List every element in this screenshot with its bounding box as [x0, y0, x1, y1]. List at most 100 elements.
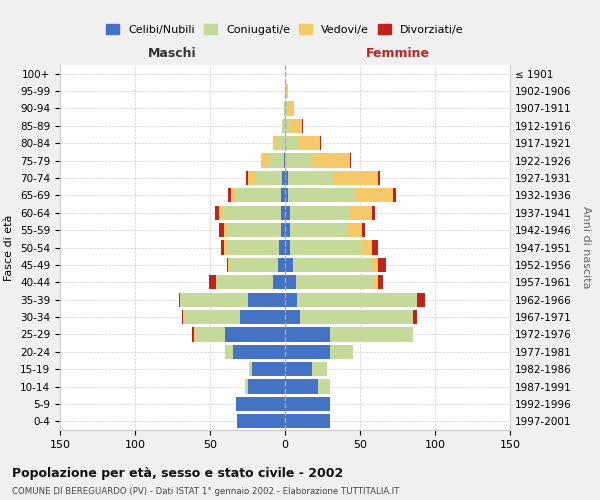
- Bar: [269, 154, 284, 168]
- Bar: [330, 344, 353, 359]
- Bar: [285, 292, 297, 307]
- Bar: [179, 292, 180, 307]
- Bar: [248, 380, 285, 394]
- Bar: [240, 310, 285, 324]
- Bar: [285, 414, 330, 428]
- Bar: [285, 102, 287, 116]
- Bar: [225, 344, 233, 359]
- Bar: [219, 206, 223, 220]
- Bar: [290, 223, 347, 237]
- Bar: [285, 275, 296, 289]
- Y-axis label: Fasce di età: Fasce di età: [4, 214, 14, 280]
- Bar: [180, 292, 248, 307]
- Bar: [361, 240, 372, 254]
- Bar: [285, 84, 288, 98]
- Bar: [290, 206, 349, 220]
- Bar: [231, 188, 235, 202]
- Bar: [312, 154, 349, 168]
- Bar: [413, 310, 417, 324]
- Bar: [221, 240, 223, 254]
- Bar: [273, 275, 285, 289]
- Bar: [228, 258, 229, 272]
- Y-axis label: Anni di nascita: Anni di nascita: [581, 206, 591, 289]
- Bar: [248, 171, 255, 185]
- Bar: [302, 118, 303, 133]
- Bar: [261, 154, 269, 168]
- Bar: [330, 328, 413, 342]
- Bar: [285, 240, 290, 254]
- Bar: [223, 206, 281, 220]
- Bar: [195, 328, 225, 342]
- Bar: [182, 310, 183, 324]
- Bar: [255, 171, 282, 185]
- Bar: [393, 188, 396, 202]
- Bar: [237, 414, 285, 428]
- Bar: [378, 275, 383, 289]
- Bar: [284, 102, 285, 116]
- Bar: [378, 258, 386, 272]
- Bar: [209, 275, 216, 289]
- Bar: [246, 171, 248, 185]
- Bar: [372, 240, 378, 254]
- Bar: [296, 275, 373, 289]
- Bar: [285, 397, 330, 411]
- Bar: [285, 188, 288, 202]
- Bar: [223, 240, 227, 254]
- Bar: [273, 136, 277, 150]
- Bar: [285, 258, 293, 272]
- Bar: [219, 223, 223, 237]
- Bar: [277, 136, 285, 150]
- Bar: [349, 206, 372, 220]
- Bar: [320, 136, 321, 150]
- Bar: [290, 118, 302, 133]
- Bar: [227, 258, 228, 272]
- Bar: [285, 136, 297, 150]
- Bar: [281, 223, 285, 237]
- Bar: [285, 118, 290, 133]
- Text: COMUNE DI BEREGUARDO (PV) - Dati ISTAT 1° gennaio 2002 - Elaborazione TUTTITALIA: COMUNE DI BEREGUARDO (PV) - Dati ISTAT 1…: [12, 488, 400, 496]
- Bar: [282, 171, 285, 185]
- Bar: [281, 188, 285, 202]
- Text: Femmine: Femmine: [365, 47, 430, 60]
- Bar: [373, 275, 378, 289]
- Bar: [285, 328, 330, 342]
- Bar: [361, 223, 365, 237]
- Bar: [347, 223, 361, 237]
- Bar: [285, 344, 330, 359]
- Bar: [333, 171, 378, 185]
- Bar: [228, 223, 281, 237]
- Bar: [417, 292, 425, 307]
- Bar: [252, 362, 285, 376]
- Bar: [378, 171, 380, 185]
- Bar: [229, 258, 277, 272]
- Bar: [349, 154, 351, 168]
- Bar: [225, 328, 285, 342]
- Bar: [282, 118, 285, 133]
- Bar: [215, 206, 219, 220]
- Bar: [355, 188, 393, 202]
- Bar: [193, 328, 195, 342]
- Bar: [285, 380, 318, 394]
- Bar: [288, 171, 333, 185]
- Bar: [285, 171, 288, 185]
- Bar: [216, 275, 273, 289]
- Bar: [279, 240, 285, 254]
- Bar: [297, 292, 417, 307]
- Bar: [277, 258, 285, 272]
- Bar: [288, 188, 355, 202]
- Bar: [248, 292, 285, 307]
- Bar: [223, 223, 228, 237]
- Bar: [192, 328, 193, 342]
- Text: Popolazione per età, sesso e stato civile - 2002: Popolazione per età, sesso e stato civil…: [12, 468, 343, 480]
- Bar: [281, 206, 285, 220]
- Bar: [312, 362, 327, 376]
- Bar: [284, 154, 285, 168]
- Legend: Celibi/Nubili, Coniugati/e, Vedovi/e, Divorziati/e: Celibi/Nubili, Coniugati/e, Vedovi/e, Di…: [102, 20, 468, 39]
- Bar: [233, 344, 285, 359]
- Bar: [285, 223, 290, 237]
- Bar: [285, 206, 290, 220]
- Bar: [228, 188, 231, 202]
- Bar: [285, 154, 312, 168]
- Bar: [249, 362, 252, 376]
- Bar: [285, 310, 300, 324]
